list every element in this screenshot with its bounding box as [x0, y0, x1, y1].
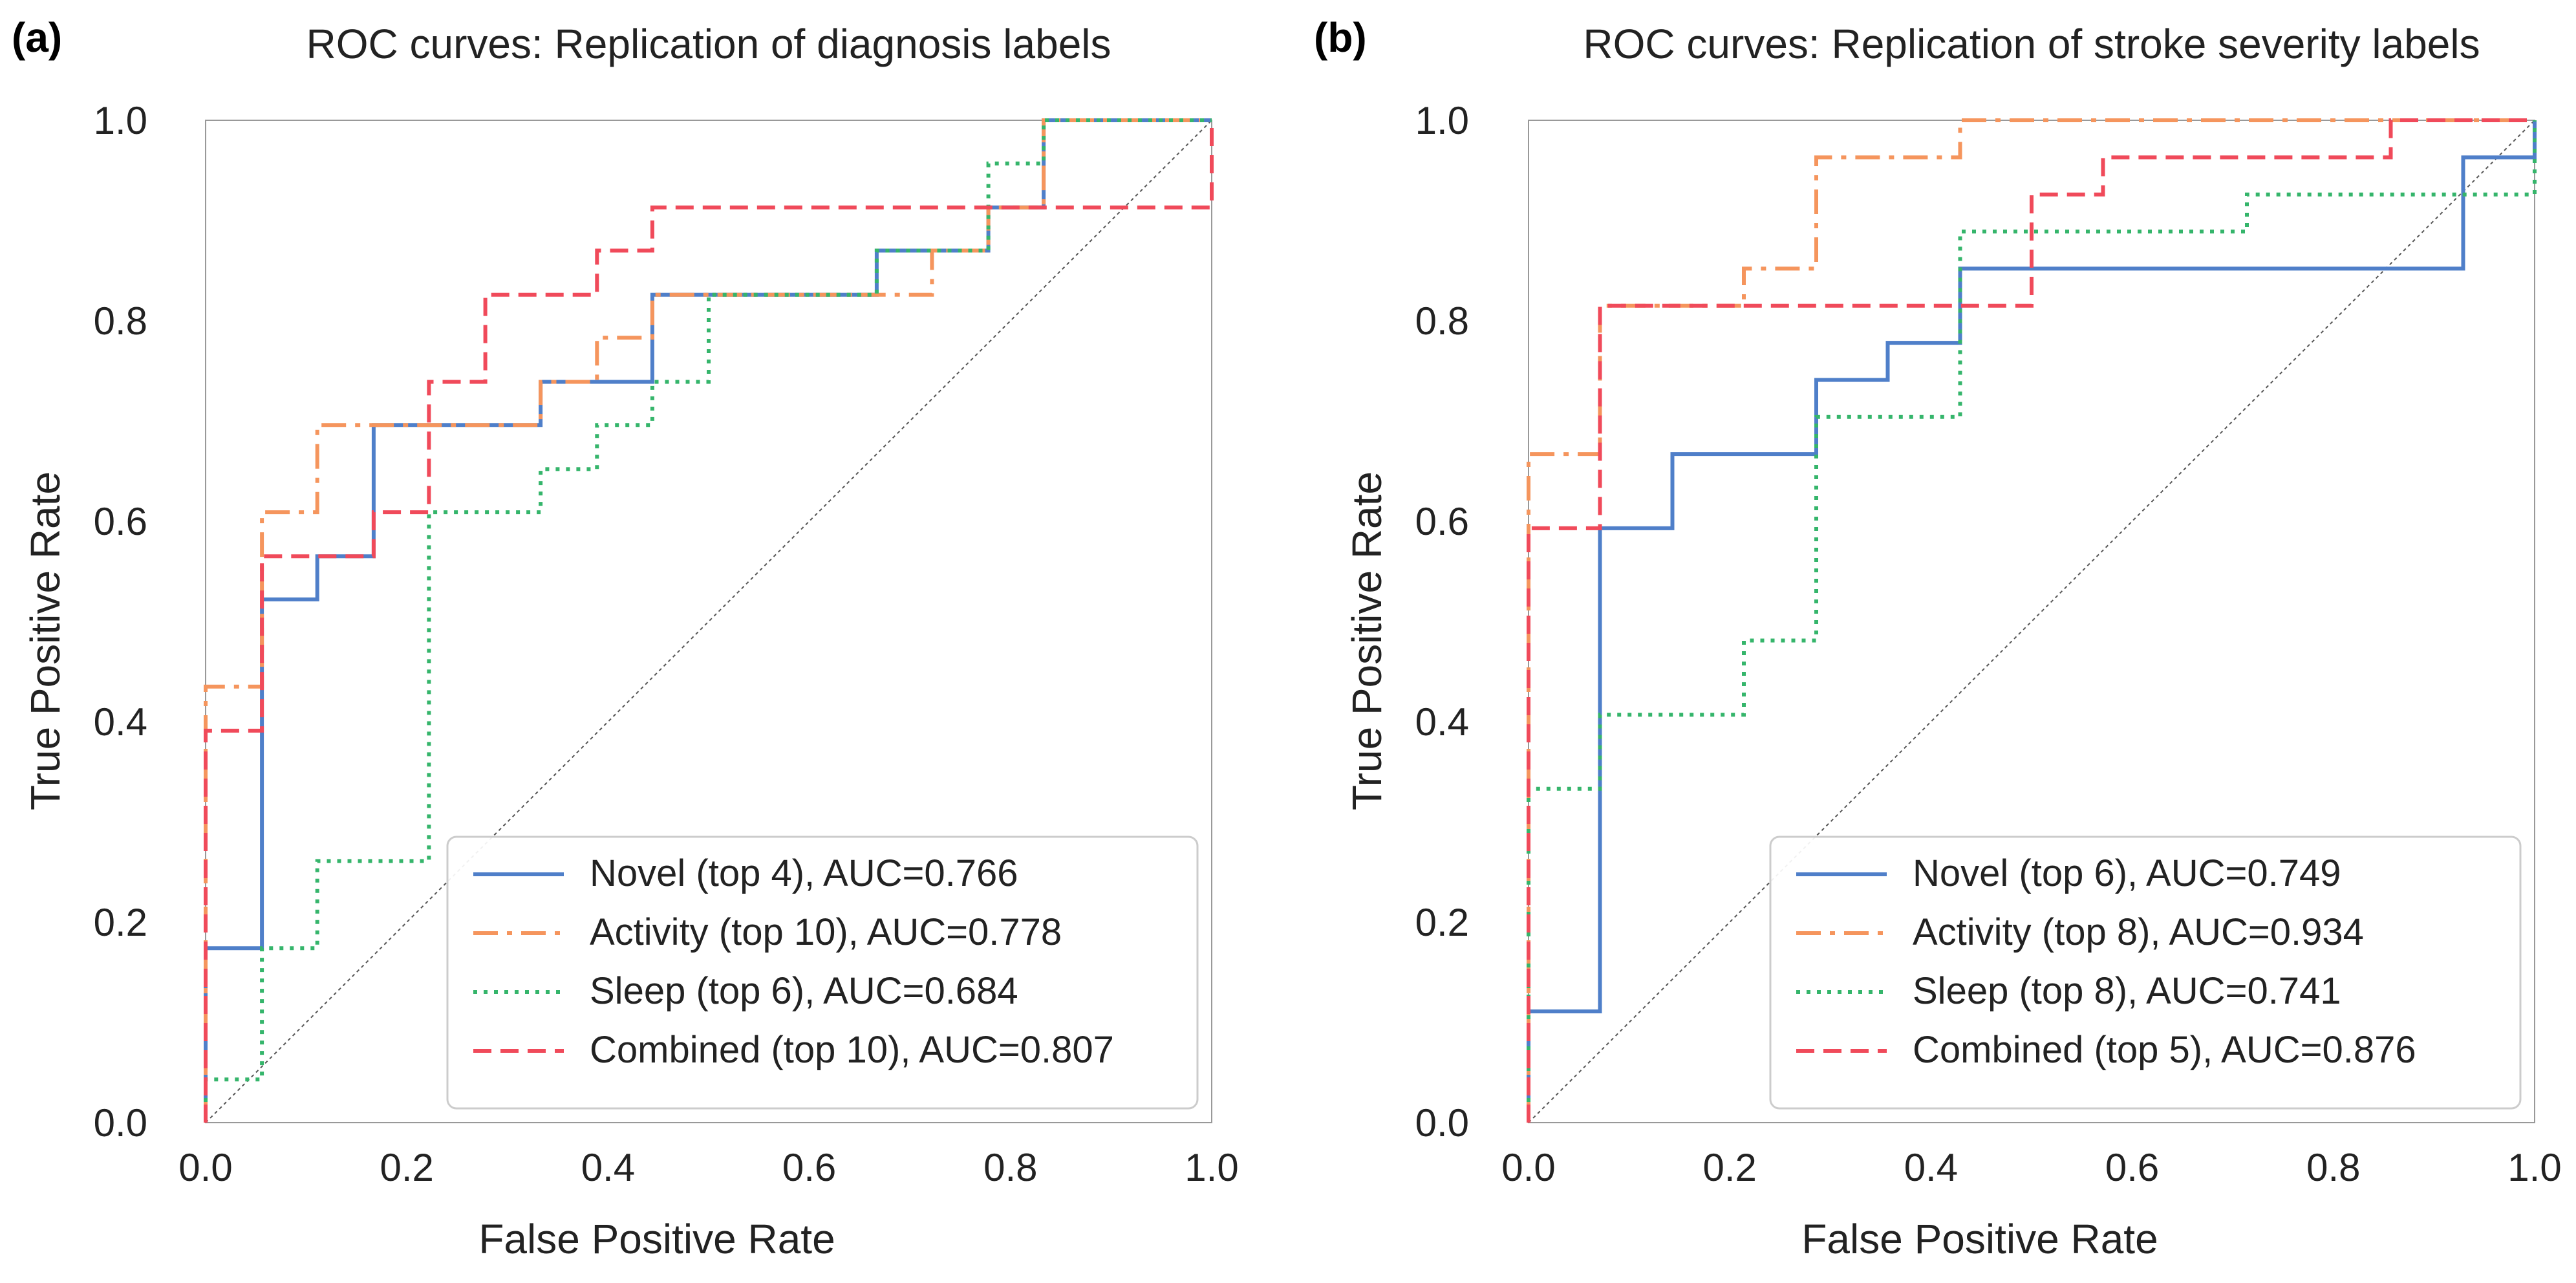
y-tick-label: 0.2	[94, 901, 147, 944]
roc-line-combined	[1527, 118, 2535, 1123]
roc-line-activity	[1527, 118, 2535, 1123]
y-tick-label: 0.0	[94, 1101, 147, 1145]
legend-label-novel: Novel (top 6), AUC=0.749	[1913, 852, 2341, 894]
y-axis-label: True Positive Rate	[22, 471, 69, 810]
y-tick-label: 0.6	[1415, 500, 1469, 543]
roc-line-combined	[204, 120, 1214, 1123]
y-tick-label: 0.0	[1415, 1101, 1469, 1145]
roc-line-sleep	[1527, 120, 2537, 1123]
plot-frame	[205, 120, 1212, 1123]
x-tick-label: 0.6	[782, 1146, 836, 1189]
y-tick-label: 1.0	[94, 99, 147, 142]
y-tick-label: 0.6	[94, 500, 147, 543]
x-tick-label: 0.8	[983, 1146, 1037, 1189]
legend-label-novel: Novel (top 4), AUC=0.766	[590, 852, 1018, 894]
panel-a: (a) ROC curves: Replication of diagnosis …	[12, 14, 1239, 1262]
y-tick-label: 1.0	[1415, 99, 1469, 142]
legend-label-combined: Combined (top 10), AUC=0.807	[590, 1029, 1114, 1071]
panel-b: (b) ROC curves: Replication of stroke sev…	[1314, 14, 2562, 1262]
x-tick-label: 0.4	[1904, 1146, 1958, 1189]
x-axis-label: False Positive Rate	[1801, 1216, 2158, 1262]
chart-title: ROC curves: Replication of stroke severi…	[1583, 21, 2480, 67]
legend-label-combined: Combined (top 5), AUC=0.876	[1913, 1029, 2416, 1071]
x-tick-label: 1.0	[1185, 1146, 1238, 1189]
x-tick-label: 0.4	[581, 1146, 635, 1189]
chance-diagonal	[1528, 120, 2535, 1123]
y-axis-label: True Positive Rate	[1344, 471, 1390, 810]
x-tick-label: 0.0	[178, 1146, 232, 1189]
panel-letter: (b)	[1314, 14, 1367, 61]
x-axis-label: False Positive Rate	[478, 1216, 835, 1262]
chance-diagonal	[205, 120, 1212, 1123]
legend-label-activity: Activity (top 10), AUC=0.778	[590, 911, 1062, 953]
legend-label-sleep: Sleep (top 6), AUC=0.684	[590, 970, 1018, 1012]
y-tick-label: 0.4	[1415, 700, 1469, 744]
chart-title: ROC curves: Replication of diagnosis lab…	[306, 21, 1111, 67]
roc-line-sleep	[204, 118, 1212, 1123]
y-tick-label: 0.2	[1415, 901, 1469, 944]
x-tick-label: 0.8	[2306, 1146, 2360, 1189]
y-tick-label: 0.4	[94, 700, 147, 744]
legend-label-activity: Activity (top 8), AUC=0.934	[1913, 911, 2364, 953]
x-tick-label: 1.0	[2507, 1146, 2561, 1189]
y-tick-label: 0.8	[94, 299, 147, 343]
legend-box	[1769, 836, 2522, 1110]
x-tick-label: 0.0	[1501, 1146, 1555, 1189]
panel-letter: (a)	[12, 14, 62, 61]
x-tick-label: 0.6	[2105, 1146, 2159, 1189]
y-tick-label: 0.8	[1415, 299, 1469, 343]
legend-box	[446, 836, 1199, 1110]
legend-label-sleep: Sleep (top 8), AUC=0.741	[1913, 970, 2341, 1012]
x-tick-label: 0.2	[1702, 1146, 1756, 1189]
x-tick-label: 0.2	[380, 1146, 433, 1189]
